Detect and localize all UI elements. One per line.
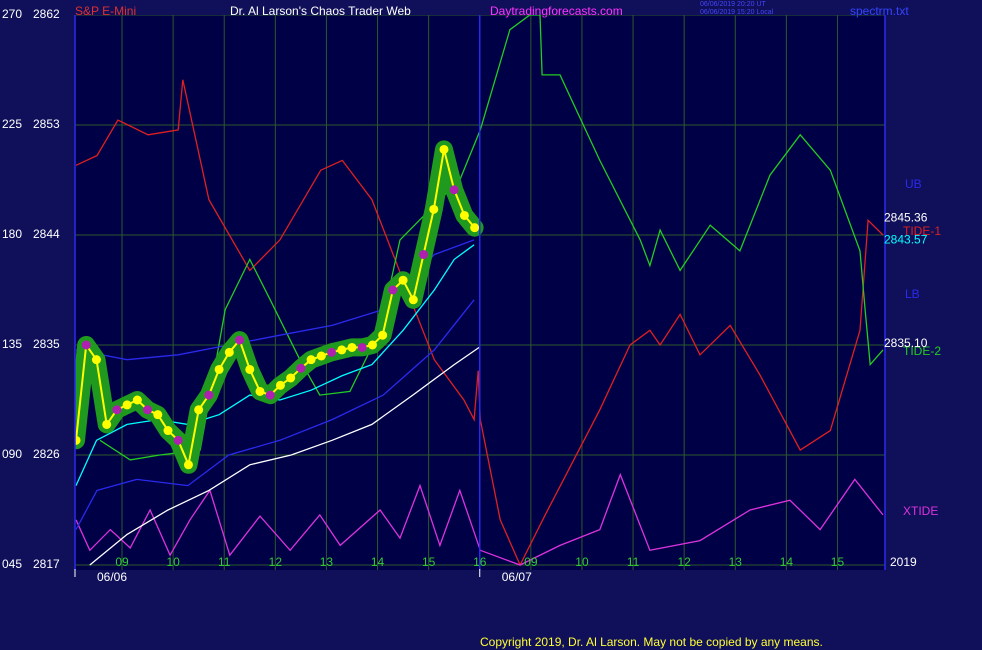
x-tick-label: 15 [831, 555, 845, 569]
y2-tick-label: 270 [2, 7, 22, 21]
year: 2019 [890, 555, 917, 569]
price-dot [214, 364, 224, 374]
time-local: 06/06/2019 15:20 Local [700, 9, 774, 16]
price-dot [398, 275, 408, 285]
x-tick-label: 11 [627, 555, 640, 569]
y-tick-label: 2817 [33, 557, 60, 571]
series-line [89, 346, 480, 566]
price-dot [91, 355, 101, 365]
x-tick-label: 14 [371, 555, 385, 569]
legend-label: TIDE-1 [903, 224, 941, 238]
chart-title: Dr. Al Larson's Chaos Trader Web [230, 4, 411, 18]
legend-label: UB [905, 177, 922, 191]
price-dot [275, 380, 285, 390]
x-tick-label: 09 [115, 555, 129, 569]
y-tick-label: 2835 [33, 337, 60, 351]
price-dot [439, 144, 449, 154]
price-dot [183, 460, 193, 470]
price-dot [429, 204, 439, 214]
x-tick-label: 11 [218, 555, 231, 569]
y-tick-label: 2826 [33, 447, 60, 461]
instrument: S&P E-Mini [75, 4, 136, 18]
price-dot [378, 330, 388, 340]
series-line [75, 244, 475, 486]
x-tick-label: 12 [677, 555, 691, 569]
x-tick-label: 12 [269, 555, 283, 569]
y2-tick-label: 045 [2, 557, 22, 571]
y2-tick-label: 135 [2, 337, 22, 351]
x-tick-label: 09 [524, 555, 538, 569]
price-dot [388, 285, 398, 295]
price-dot [143, 405, 153, 415]
price-dot [102, 419, 112, 429]
y-tick-label: 2853 [33, 117, 60, 131]
x-tick-label: 14 [780, 555, 794, 569]
price-dot [112, 405, 122, 415]
legend-label: XTIDE [903, 504, 938, 518]
price-dot [419, 250, 429, 260]
price-dot [408, 295, 418, 305]
price-dot [470, 223, 480, 233]
price-dot [367, 340, 377, 350]
legend-label: LB [905, 287, 920, 301]
y-tick-label: 2844 [33, 227, 60, 241]
series-line [75, 472, 884, 566]
series-line [99, 15, 884, 461]
price-dot [337, 345, 347, 355]
y2-tick-label: 180 [2, 227, 22, 241]
price-dot [173, 435, 183, 445]
site: Daytradingforecasts.com [490, 4, 623, 18]
price-dot [245, 364, 255, 374]
date-label: 06/07 [502, 570, 532, 584]
copyright: Copyright 2019, Dr. Al Larson. May not b… [480, 635, 823, 649]
y-tick-label: 2862 [33, 7, 60, 21]
price-dot [306, 355, 316, 365]
price-dot [235, 335, 245, 345]
price-dot [194, 405, 204, 415]
series-line [75, 149, 476, 469]
price-dot [122, 400, 132, 410]
file-name: spectrm.txt [850, 4, 909, 18]
price-dot [75, 435, 81, 445]
price-dot [327, 347, 337, 357]
price-dot [459, 210, 469, 220]
price-dot [316, 351, 326, 361]
price-dot [204, 390, 214, 400]
price-dot [224, 347, 234, 357]
time-ut: 06/06/2019 20:20 UT [700, 1, 766, 8]
price-dot [286, 373, 296, 383]
x-tick-label: 13 [729, 555, 743, 569]
legend-label: TIDE-2 [903, 344, 941, 358]
price-label: 2843.57 [884, 232, 928, 246]
x-tick-label: 15 [422, 555, 436, 569]
price-dot [81, 340, 91, 350]
price-dot [296, 363, 306, 373]
price-dot [265, 390, 275, 400]
y2-tick-label: 225 [2, 117, 22, 131]
price-dot [163, 426, 173, 436]
x-tick-label: 13 [320, 555, 334, 569]
price-dot [132, 395, 142, 405]
price-label: 2835.10 [884, 336, 928, 350]
series-line [75, 299, 475, 530]
y2-tick-label: 090 [2, 447, 22, 461]
price-dot [347, 342, 357, 352]
x-tick-label: 10 [575, 555, 589, 569]
price-dot [255, 386, 265, 396]
date-label: 06/06 [97, 570, 127, 584]
price-dot [153, 410, 163, 420]
x-tick-label: 10 [166, 555, 180, 569]
price-dot [357, 342, 367, 352]
price-dot [449, 185, 459, 195]
price-label: 2845.36 [884, 211, 928, 225]
